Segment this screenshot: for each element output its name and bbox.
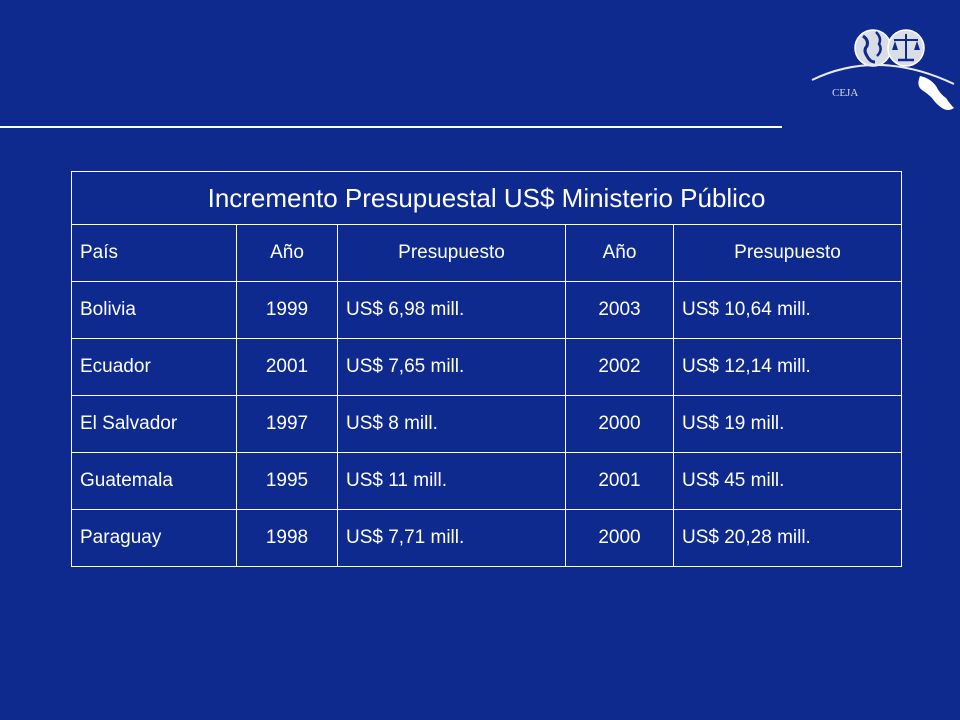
table-title: Incremento Presupuestal US$ Ministerio P…	[70, 171, 903, 225]
cell-year-1: 1998	[236, 509, 338, 567]
cell-budget-2: US$ 10,64 mill.	[672, 281, 903, 339]
cell-budget-1: US$ 6,98 mill.	[337, 281, 566, 339]
cell-budget-2: US$ 20,28 mill.	[672, 509, 903, 567]
budget-increase-table: Incremento Presupuestal US$ Ministerio P…	[70, 171, 903, 567]
table-header-row: País Año Presupuesto Año Presupuesto	[71, 224, 903, 282]
cell-country: El Salvador	[71, 395, 237, 453]
cell-year-2: 2002	[565, 338, 674, 396]
cell-year-2: 2000	[565, 395, 674, 453]
cell-country: Bolivia	[71, 281, 237, 339]
table-row: Guatemala 1995 US$ 11 mill. 2001 US$ 45 …	[71, 452, 903, 510]
cell-budget-1: US$ 8 mill.	[337, 395, 566, 453]
scales-of-justice-icon	[887, 29, 925, 67]
ceja-jsca-logo: CEJA JSCA	[811, 29, 955, 110]
table-row: Bolivia 1999 US$ 6,98 mill. 2003 US$ 10,…	[71, 281, 903, 339]
header-budget-1: Presupuesto	[337, 224, 566, 282]
table-row: Paraguay 1998 US$ 7,71 mill. 2000 US$ 20…	[71, 509, 903, 567]
table-row: Ecuador 2001 US$ 7,65 mill. 2002 US$ 12,…	[71, 338, 903, 396]
globe-icon	[854, 29, 892, 67]
cell-year-1: 1995	[236, 452, 338, 510]
table-row: El Salvador 1997 US$ 8 mill. 2000 US$ 19…	[71, 395, 903, 453]
cell-country: Ecuador	[71, 338, 237, 396]
title-divider-line	[0, 126, 782, 128]
cell-country: Guatemala	[71, 452, 237, 510]
cell-country: Paraguay	[71, 509, 237, 567]
central-america-map-icon	[918, 76, 954, 110]
cell-budget-1: US$ 7,65 mill.	[337, 338, 566, 396]
header-year-2: Año	[565, 224, 674, 282]
cell-year-1: 2001	[236, 338, 338, 396]
cell-year-1: 1999	[236, 281, 338, 339]
cell-year-2: 2001	[565, 452, 674, 510]
cell-year-1: 1997	[236, 395, 338, 453]
header-country: País	[71, 224, 237, 282]
header-budget-2: Presupuesto	[672, 224, 903, 282]
cell-budget-2: US$ 19 mill.	[672, 395, 903, 453]
cell-budget-1: US$ 11 mill.	[337, 452, 566, 510]
cell-year-2: 2000	[565, 509, 674, 567]
cell-budget-1: US$ 7,71 mill.	[337, 509, 566, 567]
cell-budget-2: US$ 12,14 mill.	[672, 338, 903, 396]
logo-text-left: CEJA	[832, 87, 858, 99]
header-year-1: Año	[236, 224, 338, 282]
logo-text-right: JSCA	[880, 85, 910, 99]
cell-year-2: 2003	[565, 281, 674, 339]
cell-budget-2: US$ 45 mill.	[672, 452, 903, 510]
